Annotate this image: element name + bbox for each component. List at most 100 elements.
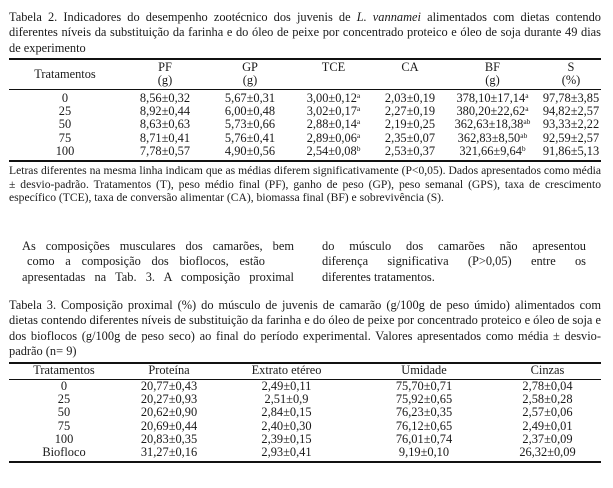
table3-cell-tratamento: Biofloco [42, 445, 86, 460]
table3-cell-value: 76,01±0,74 [395, 431, 453, 446]
body-right-column: do músculo dos camarões não apresentou d… [322, 239, 586, 285]
table3-cell-value: 31,27±0,16 [140, 445, 198, 460]
cell-value: 2,88±0,14 [306, 117, 357, 132]
body-right-line: diferentes tratamentos. [322, 269, 435, 284]
cell-value: 6,00±0,48 [224, 104, 276, 119]
table3-cell-value: 2,40±0,30 [261, 418, 312, 433]
cell-value: 5,76±0,41 [224, 130, 276, 145]
table3-cell-value: 20,27±0,93 [140, 392, 198, 407]
table2-cell-tratamento: 25 [58, 104, 72, 119]
table2-cell-value: 94,82±2,57 [541, 105, 601, 118]
table2-cell-value: 2,03±0,19 [376, 91, 444, 105]
cell-value: 92,59±2,57 [542, 130, 600, 145]
significance-letter: a [356, 91, 361, 100]
cell-value: 3,00±0,12 [306, 91, 357, 105]
table2-cell-value: 5,67±0,31 [209, 91, 291, 105]
table2-unit-s: (%) [561, 73, 581, 88]
table2-col-ca: CA [401, 60, 419, 74]
table-row: 25 8,92±0,44 6,00±0,48 3,02±0,17a 2,27±0,19 3… [9, 105, 601, 118]
table2-top-rule [9, 58, 601, 60]
table2-cell-value: 2,88±0,14a [291, 118, 376, 131]
table2-cell-value: 8,92±0,44 [121, 105, 209, 118]
table3-col-umidade: Umidade [401, 363, 447, 377]
table2-unit-ca [376, 74, 444, 87]
table2-unit-gp: (g) [242, 73, 258, 88]
table3-cell-tratamento: 25 [57, 392, 71, 407]
cell-value: 8,56±0,32 [139, 91, 191, 105]
table3-cell-value: 20,69±0,44 [140, 418, 198, 433]
table3-body: 0 20,77±0,43 2,49±0,11 75,70±0,71 2,78±0,04 2… [9, 379, 601, 460]
table2-header: Tratamentos PF GP TCE CA BF S (g) (g) (g… [9, 60, 601, 88]
table2-cell-value: 2,19±0,25 [376, 118, 444, 131]
cell-value: 5,73±0,66 [224, 117, 276, 132]
table-row: 75 20,69±0,44 2,40±0,30 76,12±0,65 2,49±0,01 [9, 418, 601, 433]
table2-cell-value: 8,63±0,63 [121, 118, 209, 131]
table3-header: Tratamentos Proteína Extrato etéreo Umid… [9, 363, 601, 377]
table3-cell-value: 2,84±0,15 [261, 405, 312, 420]
table3-cell-value: 20,62±0,90 [140, 405, 198, 420]
table2-cell-value: 91,86±5,13 [541, 143, 601, 158]
significance-letter: a [356, 117, 361, 127]
table3-cell-value: 2,58±0,28 [522, 392, 573, 407]
table2-cell-value: 8,71±0,41 [121, 130, 209, 145]
table3-cell-value: 26,32±0,09 [519, 445, 576, 460]
table-row: 0 20,77±0,43 2,49±0,11 75,70±0,71 2,78±0,04 [9, 379, 601, 393]
table2-cell-value: 93,33±2,22 [541, 118, 601, 131]
table2-cell-value: 5,73±0,66 [209, 118, 291, 131]
table3-cell-value: 2,57±0,06 [522, 405, 573, 420]
table3-cell-tratamento: 50 [57, 405, 71, 420]
cell-value: 8,63±0,63 [139, 117, 191, 132]
table2-cell-value: 2,27±0,19 [376, 105, 444, 118]
table2-cell-value: 4,90±0,56 [209, 143, 291, 158]
body-left-column: As composições musculares dos camarões, … [22, 239, 294, 285]
table2-caption-text: Tabela 2. Indicadores do desempenho zoot… [9, 10, 357, 24]
cell-value: 8,71±0,41 [139, 130, 191, 145]
table2-cell-tratamento: 100 [55, 143, 75, 158]
table2-cell-value: 362,63±18,38ab [444, 118, 541, 131]
table3-cell-value: 20,77±0,43 [140, 379, 198, 393]
species-name: L. vannamei [356, 10, 421, 24]
table3-cell-value: 2,37±0,09 [522, 431, 573, 446]
cell-value: 91,86±5,13 [542, 143, 600, 158]
table3-cell-tratamento: 0 [60, 379, 68, 393]
significance-letter: a [525, 91, 529, 100]
table3-cell-value: 2,49±0,11 [261, 379, 312, 393]
table3-cell-value: 76,23±0,35 [395, 405, 453, 420]
table3-cell-value: 76,12±0,65 [395, 418, 453, 433]
table3-top-rule [9, 362, 601, 364]
table2-cell-value: 3,00±0,12a [291, 91, 376, 105]
table2-cell-value: 2,53±0,37 [376, 144, 444, 158]
table2-cell-value: 97,78±3,85 [541, 91, 601, 105]
table3-caption: Tabela 3. Composição proximal (%) do mús… [9, 298, 601, 358]
table-row: 75 8,71±0,41 5,76±0,41 2,89±0,06a 2,35±0,07 3… [9, 130, 601, 145]
table-row: 50 20,62±0,90 2,84±0,15 76,23±0,35 2,57±0,06 [9, 406, 601, 419]
significance-letter: a [356, 130, 361, 140]
cell-value: 362,83±8,50 [457, 130, 521, 145]
cell-value: 2,35±0,07 [384, 130, 436, 145]
cell-value: 4,90±0,56 [224, 143, 276, 158]
body-right-line: diferença significativa (P>0,05) entre o… [322, 254, 586, 269]
table2-cell-value: 92,59±2,57 [541, 130, 601, 145]
table2-body: 0 8,56±0,32 5,67±0,31 3,00±0,12a 2,03±0,19 37… [9, 91, 601, 158]
table2-col-s: S [567, 60, 575, 74]
table3-cell-value: 2,93±0,41 [261, 445, 312, 460]
cell-value: 5,67±0,31 [224, 91, 276, 105]
table3-cell-value: 9,19±0,10 [398, 445, 450, 460]
cell-value: 7,78±0,57 [139, 143, 191, 158]
table2-unit-bf: (g) [485, 73, 500, 88]
table-row: 50 8,63±0,63 5,73±0,66 2,88±0,14a 2,19±0,25 3… [9, 118, 601, 131]
table3-col-cinzas: Cinzas [530, 363, 565, 377]
table2-cell-value: 8,56±0,32 [121, 91, 209, 105]
table2-cell-value: 2,89±0,06a [291, 130, 376, 145]
cell-value: 2,03±0,19 [384, 91, 436, 105]
significance-letter: ab [520, 130, 528, 140]
table3-cell-value: 75,70±0,71 [395, 379, 453, 393]
table-row: 25 20,27±0,93 2,51±0,9 75,92±0,65 2,58±0,28 [9, 393, 601, 406]
table2-cell-value: 2,54±0,08b [291, 144, 376, 158]
body-left-line: apresentadas na Tab. 3. A composição pro… [22, 269, 294, 284]
significance-letter: b [521, 143, 526, 153]
table2-cell-value: 362,83±8,50ab [444, 130, 541, 145]
table2-cell-value: 2,35±0,07 [376, 130, 444, 145]
table2-caption: Tabela 2. Indicadores do desempenho zoot… [9, 10, 601, 56]
table2-cell-value: 380,20±22,62a [444, 105, 541, 118]
